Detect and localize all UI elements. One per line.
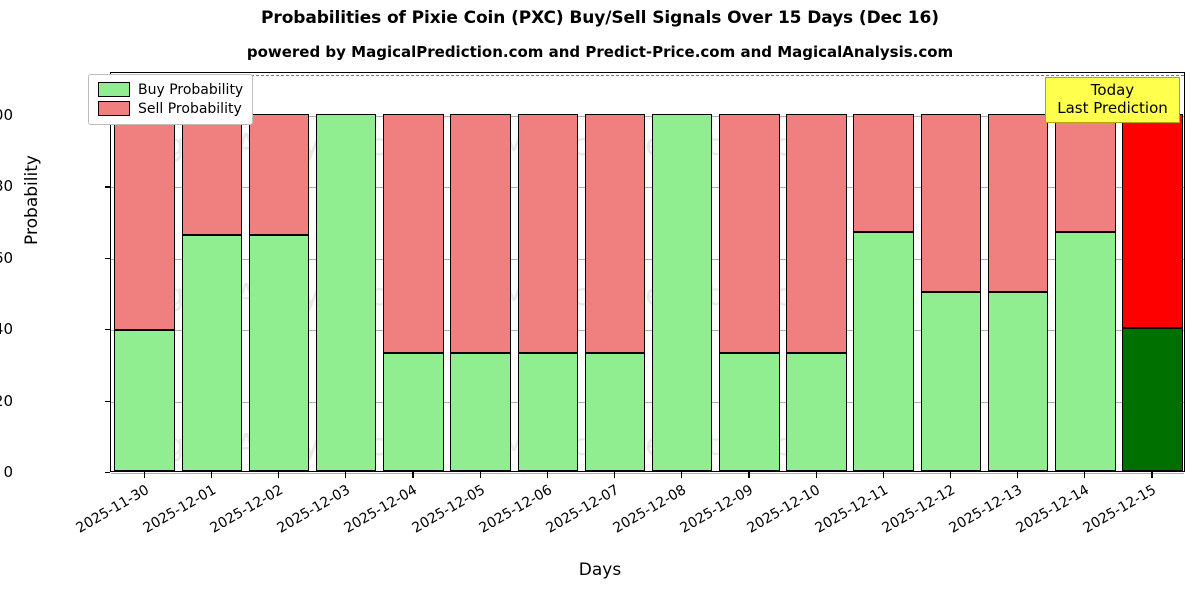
bar-segment-buy[interactable] <box>786 353 847 471</box>
y-tick-mark <box>105 186 110 188</box>
bar-segment-buy[interactable] <box>920 292 982 471</box>
bar-segment-sell[interactable] <box>920 113 982 293</box>
bar-group[interactable] <box>651 71 713 471</box>
bar-group[interactable] <box>786 71 847 471</box>
gridline <box>111 330 1184 332</box>
legend-item-sell: Sell Probability <box>98 99 243 118</box>
bar-segment-buy[interactable] <box>114 329 175 471</box>
today-annotation: Today Last Prediction <box>1045 77 1180 123</box>
today-annotation-line1: Today <box>1090 81 1135 99</box>
x-tick-mark <box>681 472 683 478</box>
legend-swatch-buy <box>98 82 130 97</box>
bar-segment-sell[interactable] <box>786 113 847 354</box>
bar-group[interactable] <box>315 71 377 471</box>
bar-segment-buy[interactable] <box>853 231 914 471</box>
x-tick-mark <box>949 472 952 478</box>
bar-segment-buy[interactable] <box>1055 231 1116 471</box>
y-tick-mark <box>105 472 110 474</box>
bar-segment-sell[interactable] <box>1122 113 1183 329</box>
bar-group[interactable] <box>383 71 444 471</box>
y-tick-label: 40 <box>0 320 13 339</box>
y-tick-label: 80 <box>0 177 13 196</box>
bar-segment-buy[interactable] <box>450 353 511 471</box>
bar-segment-sell[interactable] <box>383 113 444 354</box>
bar-segment-buy[interactable] <box>181 235 242 471</box>
x-axis-label: Days <box>578 560 622 580</box>
gridline <box>111 258 1184 260</box>
gridline <box>111 115 1184 117</box>
bar-segment-buy[interactable] <box>987 292 1049 471</box>
x-tick-mark <box>815 472 817 478</box>
y-tick-label: 0 <box>3 463 13 481</box>
x-tick-mark <box>748 472 750 478</box>
bar-segment-buy[interactable] <box>1122 328 1183 471</box>
x-tick-mark <box>546 472 548 478</box>
legend-swatch-sell <box>98 101 130 116</box>
bar-segment-sell[interactable] <box>450 113 511 354</box>
x-tick-mark <box>613 472 616 478</box>
bar-group[interactable] <box>920 71 982 471</box>
x-tick-mark <box>1084 472 1086 478</box>
today-annotation-line2: Last Prediction <box>1057 99 1168 118</box>
y-tick-label: 100 <box>0 105 13 124</box>
x-tick-mark <box>479 472 481 478</box>
bar-group[interactable] <box>248 71 310 471</box>
legend-item-buy: Buy Probability <box>98 80 243 99</box>
bar-group[interactable] <box>450 71 511 471</box>
x-tick-mark <box>345 472 347 478</box>
chart-title: Probabilities of Pixie Coin (PXC) Buy/Se… <box>261 8 939 28</box>
bar-segment-buy[interactable] <box>584 353 646 471</box>
bar-group[interactable] <box>114 71 175 471</box>
bar-segment-buy[interactable] <box>248 235 310 471</box>
legend-label-buy: Buy Probability <box>138 81 244 98</box>
x-tick-mark <box>412 472 414 478</box>
y-tick-label: 60 <box>0 248 13 267</box>
bar-segment-sell[interactable] <box>181 113 242 236</box>
bar-segment-sell[interactable] <box>584 113 646 354</box>
bar-group[interactable] <box>517 71 578 471</box>
y-tick-mark <box>105 400 110 402</box>
bar-group[interactable] <box>584 71 646 471</box>
x-tick-mark <box>143 472 145 478</box>
x-tick-mark <box>210 472 213 478</box>
reference-dashed-line <box>111 74 1184 76</box>
gridline <box>111 473 1184 474</box>
bar-segment-sell[interactable] <box>719 113 780 354</box>
chart-subtitle: powered by MagicalPrediction.com and Pre… <box>246 43 954 61</box>
bar-segment-buy[interactable] <box>517 353 578 471</box>
gridline <box>111 401 1184 403</box>
y-tick-mark <box>105 257 110 259</box>
bar-group[interactable] <box>719 71 780 471</box>
bar-group[interactable] <box>181 71 242 471</box>
x-tick-mark <box>1017 472 1019 478</box>
bar-segment-buy[interactable] <box>315 113 377 471</box>
bar-segment-buy[interactable] <box>719 353 780 471</box>
bar-segment-sell[interactable] <box>1055 113 1116 232</box>
bar-group[interactable] <box>987 71 1049 471</box>
bar-segment-buy[interactable] <box>651 113 713 471</box>
bar-group[interactable] <box>853 71 914 471</box>
legend: Buy Probability Sell Probability <box>88 74 254 125</box>
bar-segment-sell[interactable] <box>987 113 1049 293</box>
bar-segment-sell[interactable] <box>248 113 310 236</box>
legend-label-sell: Sell Probability <box>138 100 242 117</box>
bar-series-layer <box>111 73 1184 471</box>
bar-segment-sell[interactable] <box>517 113 578 354</box>
x-tick-mark <box>882 472 884 478</box>
gridline <box>111 187 1184 189</box>
plot-area: MagicalAnalysis.comMagicalPrediction.com… <box>110 72 1185 474</box>
bar-group[interactable] <box>1122 71 1183 471</box>
bar-segment-buy[interactable] <box>383 353 444 471</box>
bar-segment-sell[interactable] <box>114 113 175 330</box>
y-tick-mark <box>105 329 110 331</box>
bar-group[interactable] <box>1055 71 1116 471</box>
y-axis-label: Probability <box>22 155 42 245</box>
x-tick-mark <box>1151 472 1153 478</box>
x-tick-mark <box>278 472 280 478</box>
bar-segment-sell[interactable] <box>853 113 914 232</box>
y-tick-label: 20 <box>0 391 13 410</box>
